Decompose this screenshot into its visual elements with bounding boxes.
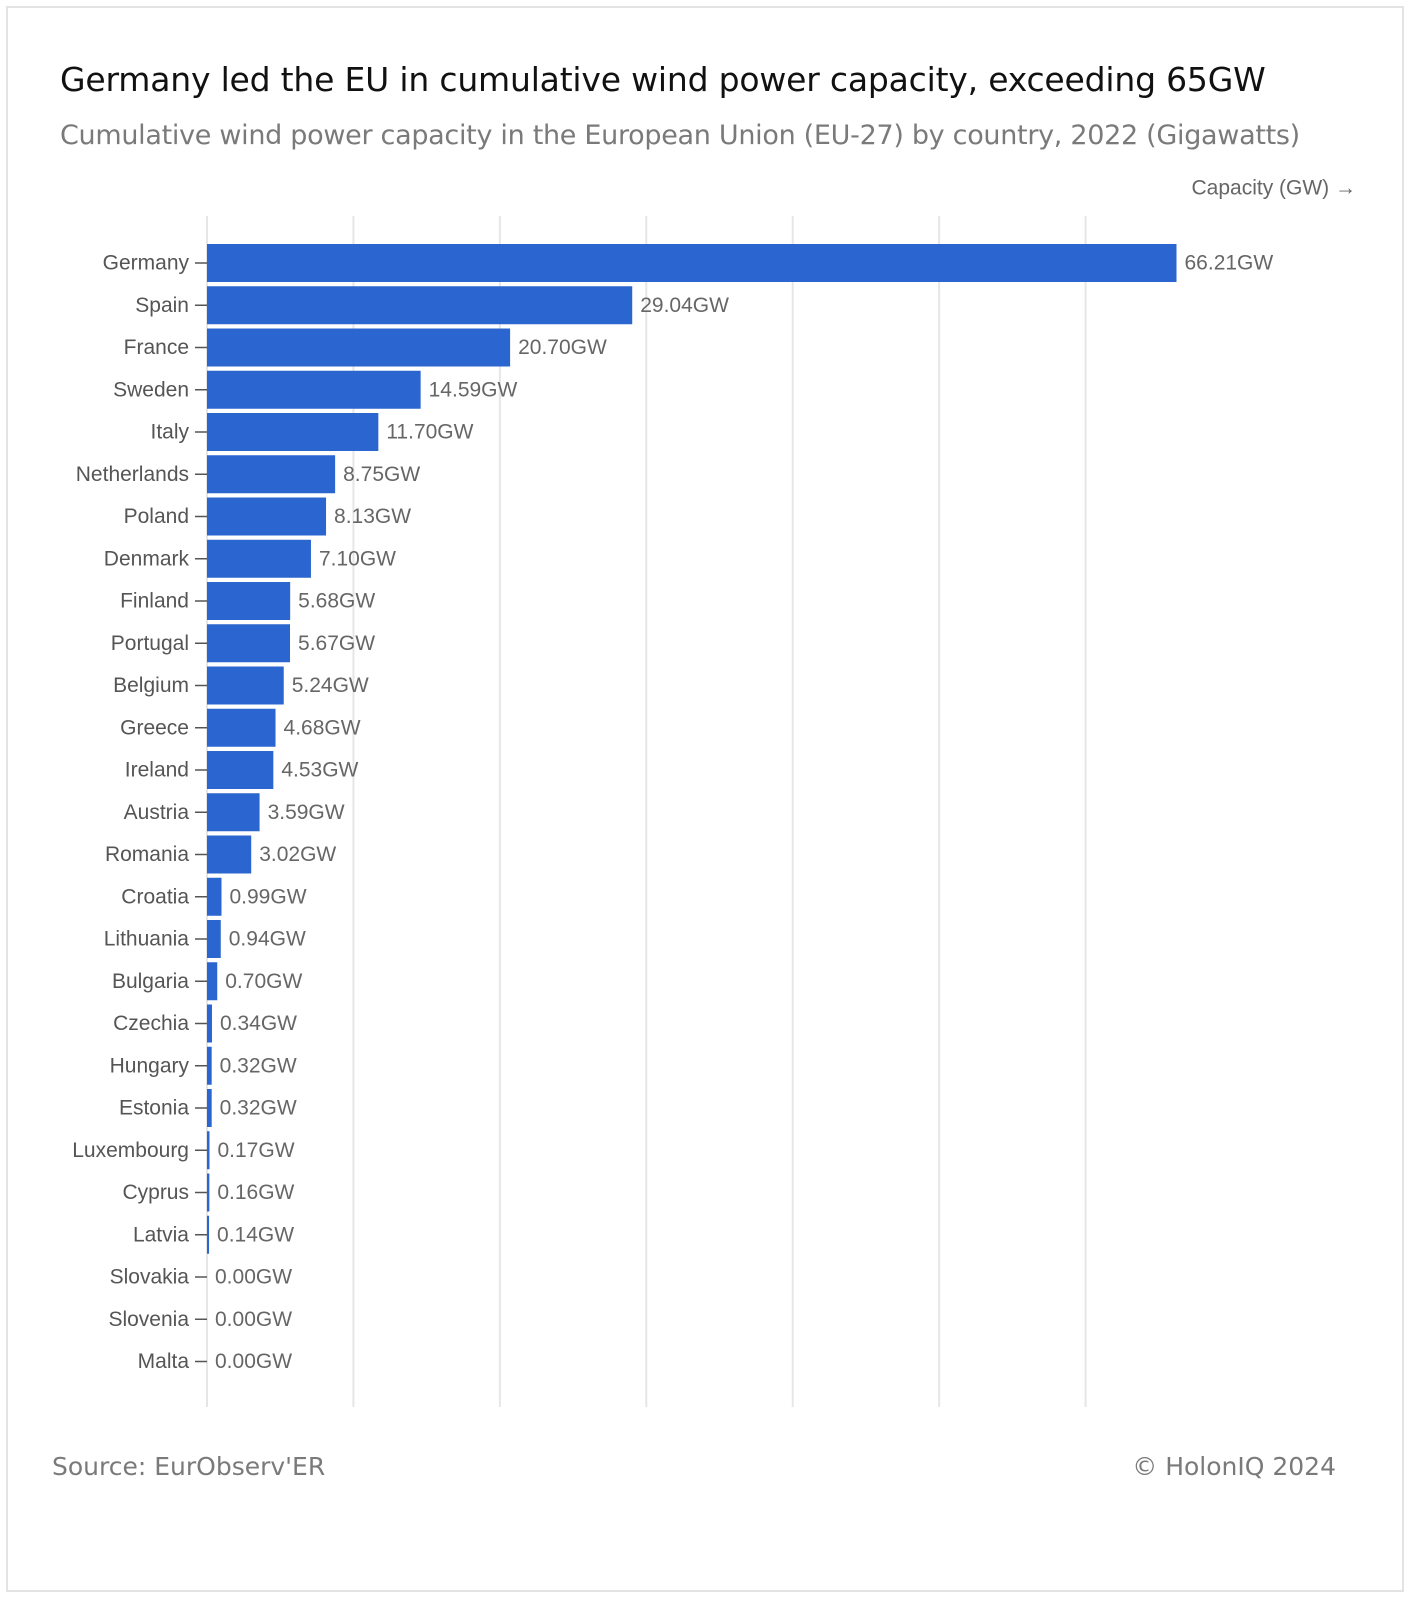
category-label-portugal: Portugal xyxy=(111,632,189,655)
bar-czechia xyxy=(207,1004,212,1043)
category-label-finland: Finland xyxy=(120,590,189,613)
value-label-netherlands: 8.75GW xyxy=(343,463,420,486)
bar-italy xyxy=(207,413,379,451)
value-label-austria: 3.59GW xyxy=(268,801,345,824)
category-label-greece: Greece xyxy=(120,716,189,739)
chart-subtitle: Cumulative wind power capacity in the Eu… xyxy=(60,120,1300,151)
bar-latvia xyxy=(207,1215,210,1254)
bar-hungary xyxy=(207,1046,212,1085)
bar-belgium xyxy=(207,666,284,705)
category-label-poland: Poland xyxy=(124,505,189,528)
category-label-hungary: Hungary xyxy=(110,1054,190,1077)
value-label-belgium: 5.24GW xyxy=(292,674,369,697)
value-label-czechia: 0.34GW xyxy=(220,1012,297,1035)
category-label-croatia: Croatia xyxy=(121,885,189,908)
bar-poland xyxy=(207,497,327,536)
chart-title: Germany led the EU in cumulative wind po… xyxy=(60,60,1266,99)
category-label-malta: Malta xyxy=(138,1350,190,1373)
bar-ireland xyxy=(207,751,274,789)
value-label-italy: 11.70GW xyxy=(386,421,473,444)
bar-austria xyxy=(207,793,260,832)
value-label-bulgaria: 0.70GW xyxy=(225,970,302,993)
category-label-france: France xyxy=(124,336,189,359)
value-label-ireland: 4.53GW xyxy=(281,759,358,782)
category-label-netherlands: Netherlands xyxy=(76,463,189,486)
value-label-finland: 5.68GW xyxy=(298,590,375,613)
category-label-estonia: Estonia xyxy=(119,1097,189,1120)
bar-spain xyxy=(207,286,633,325)
category-label-denmark: Denmark xyxy=(104,547,190,570)
category-label-cyprus: Cyprus xyxy=(122,1181,189,1204)
value-label-croatia: 0.99GW xyxy=(229,885,306,908)
category-label-romania: Romania xyxy=(105,843,189,866)
labels: Germany 66.21GW Spain 29.04GW France 20.70GW S… xyxy=(72,252,1273,1374)
value-label-latvia: 0.14GW xyxy=(217,1223,294,1246)
value-label-germany: 66.21GW xyxy=(1185,252,1274,275)
category-label-italy: Italy xyxy=(150,421,189,444)
value-label-poland: 8.13GW xyxy=(334,505,411,528)
value-label-denmark: 7.10GW xyxy=(319,547,396,570)
value-label-cyprus: 0.16GW xyxy=(217,1181,294,1204)
value-label-lithuania: 0.94GW xyxy=(229,928,306,951)
bars xyxy=(207,244,1177,1254)
bar-lithuania xyxy=(207,920,221,958)
value-label-romania: 3.02GW xyxy=(259,843,336,866)
source-note: Source: EurObserv'ER xyxy=(52,1452,326,1481)
x-axis-label: Capacity (GW) → xyxy=(1191,177,1356,200)
category-label-germany: Germany xyxy=(103,252,190,275)
value-label-greece: 4.68GW xyxy=(284,716,361,739)
bar-bulgaria xyxy=(207,962,218,1001)
value-label-luxembourg: 0.17GW xyxy=(217,1139,294,1162)
category-label-slovenia: Slovenia xyxy=(108,1308,189,1331)
value-label-france: 20.70GW xyxy=(518,336,607,359)
bar-luxembourg xyxy=(207,1131,210,1170)
category-label-czechia: Czechia xyxy=(113,1012,189,1035)
value-label-hungary: 0.32GW xyxy=(220,1054,297,1077)
value-label-malta: 0.00GW xyxy=(215,1350,292,1373)
category-label-belgium: Belgium xyxy=(113,674,189,697)
bar-cyprus xyxy=(207,1173,210,1212)
bar-netherlands xyxy=(207,455,336,494)
value-label-sweden: 14.59GW xyxy=(429,378,518,401)
category-label-slovakia: Slovakia xyxy=(110,1266,190,1289)
bar-greece xyxy=(207,708,276,747)
bar-france xyxy=(207,328,511,367)
category-label-spain: Spain xyxy=(135,294,189,317)
bar-sweden xyxy=(207,370,421,409)
category-label-ireland: Ireland xyxy=(125,759,189,782)
value-label-estonia: 0.32GW xyxy=(220,1097,297,1120)
bar-germany xyxy=(207,244,1177,282)
category-label-austria: Austria xyxy=(124,801,190,824)
bar-croatia xyxy=(207,877,222,916)
bar-denmark xyxy=(207,539,311,578)
category-label-lithuania: Lithuania xyxy=(104,928,190,951)
value-label-slovenia: 0.00GW xyxy=(215,1308,292,1331)
category-label-sweden: Sweden xyxy=(113,378,189,401)
value-label-slovakia: 0.00GW xyxy=(215,1266,292,1289)
bar-romania xyxy=(207,835,252,874)
bar-estonia xyxy=(207,1089,212,1127)
copyright-note: © HolonIQ 2024 xyxy=(1132,1452,1336,1481)
bar-portugal xyxy=(207,624,291,663)
category-label-luxembourg: Luxembourg xyxy=(72,1139,189,1162)
value-label-portugal: 5.67GW xyxy=(298,632,375,655)
value-label-spain: 29.04GW xyxy=(640,294,729,317)
category-label-latvia: Latvia xyxy=(133,1223,189,1246)
category-label-bulgaria: Bulgaria xyxy=(112,970,189,993)
bar-finland xyxy=(207,582,291,620)
